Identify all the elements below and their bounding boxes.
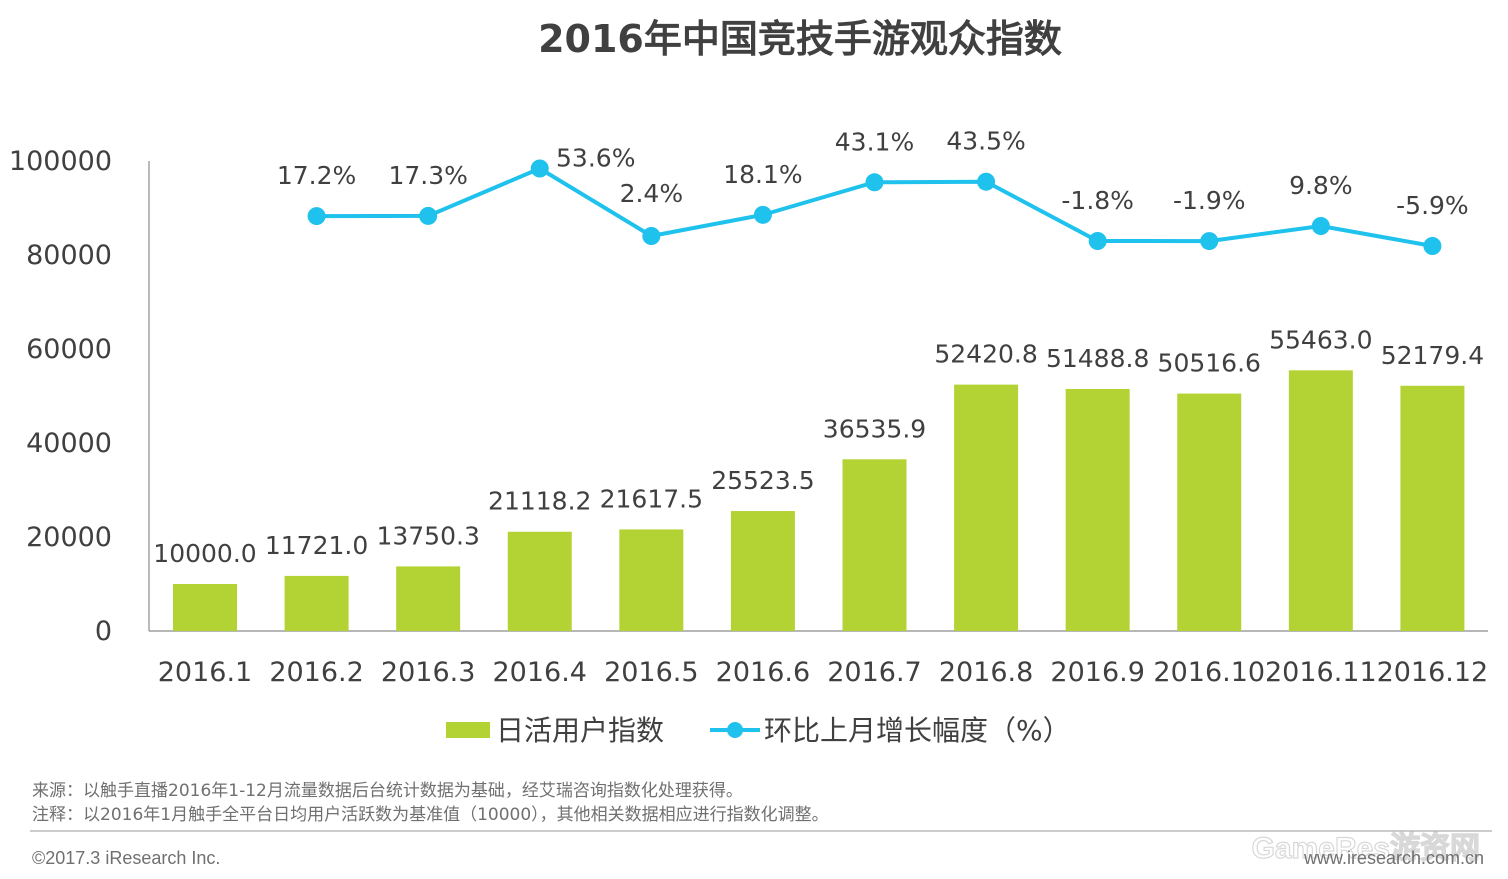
source-note: 来源：以触手直播2016年1-12月流量数据后台统计数据为基础，经艾瑞咨询指数化… — [32, 781, 743, 801]
bar — [1065, 389, 1130, 631]
bar — [1400, 385, 1465, 631]
x-axis: 2016.1 2016.2 2016.3 2016.4 2016.5 2016.6 2016… — [149, 630, 1489, 688]
growth-value-label: -1.8% — [1061, 186, 1134, 215]
bar — [619, 529, 684, 631]
copyright: ©2017.3 iResearch Inc. — [32, 848, 220, 868]
x-tick-label: 2016.12 — [1377, 657, 1489, 688]
growth-value-label: 9.8% — [1289, 171, 1353, 200]
growth-value-label: 17.2% — [277, 161, 356, 190]
x-tick-label: 2016.5 — [604, 657, 698, 688]
growth-point — [1088, 232, 1107, 250]
bar-series — [173, 370, 1465, 631]
x-tick-label: 2016.11 — [1265, 657, 1377, 688]
y-tick-label: 40000 — [26, 428, 112, 459]
line-series — [307, 159, 1442, 255]
footnote: 注释：以2016年1月触手全平台日均用户活跃数为基准值（10000），其他相关数… — [32, 805, 829, 825]
bar-value-label: 52420.8 — [934, 340, 1037, 369]
y-tick-label: 80000 — [26, 240, 112, 271]
bar — [396, 566, 461, 631]
bar-value-label: 25523.5 — [711, 466, 814, 495]
bar-value-label: 50516.6 — [1158, 349, 1261, 378]
bar — [1177, 393, 1242, 631]
growth-point — [419, 206, 438, 225]
y-tick-label: 100000 — [9, 146, 112, 177]
bar-value-label: 55463.0 — [1269, 325, 1372, 354]
growth-value-label: 43.5% — [946, 127, 1025, 156]
growth-point — [1423, 237, 1442, 255]
x-tick-label: 2016.1 — [158, 657, 252, 688]
bar-value-label: 13750.3 — [376, 521, 479, 550]
bar — [507, 531, 572, 631]
growth-point — [530, 159, 549, 178]
y-tick-label: 60000 — [26, 334, 112, 365]
growth-value-label: 53.6% — [556, 144, 635, 173]
bar-value-label: 36535.9 — [823, 414, 926, 443]
growth-point — [642, 227, 661, 245]
x-tick-label: 2016.3 — [381, 657, 475, 688]
bar-value-label: 11721.0 — [265, 531, 368, 560]
growth-point — [1200, 232, 1219, 251]
growth-value-label: 2.4% — [620, 179, 684, 208]
x-tick-label: 2016.8 — [939, 657, 1033, 688]
chart-title: 2016年中国竞技手游观众指数 — [538, 17, 1062, 61]
growth-point — [865, 173, 884, 192]
watermark: GameRes游资网 — [1252, 832, 1480, 865]
bar — [954, 384, 1019, 631]
x-tick-label: 2016.6 — [716, 657, 810, 688]
growth-value-label: 43.1% — [835, 127, 914, 156]
legend-bar-swatch — [446, 722, 490, 738]
y-tick-label: 20000 — [26, 522, 112, 553]
bar-value-label: 10000.0 — [153, 539, 256, 568]
bar-value-label: 52179.4 — [1381, 341, 1484, 370]
bar — [842, 459, 907, 631]
growth-value-label: 18.1% — [723, 160, 802, 189]
y-tick-label: 0 — [95, 616, 112, 647]
bar-value-label: 51488.8 — [1046, 344, 1149, 373]
legend-bar-label: 日活用户指数 — [496, 714, 664, 747]
bar — [284, 575, 349, 631]
x-tick-label: 2016.10 — [1153, 657, 1265, 688]
bar — [173, 584, 237, 631]
growth-point — [1311, 217, 1330, 235]
legend-line-marker — [727, 722, 743, 738]
growth-value-label: -5.9% — [1396, 191, 1469, 220]
growth-value-label: -1.9% — [1173, 186, 1246, 215]
legend-line-label: 环比上月增长幅度（%） — [764, 714, 1071, 747]
growth-point — [753, 205, 772, 224]
bar-value-label: 21617.5 — [600, 484, 703, 513]
x-tick-label: 2016.7 — [827, 657, 921, 688]
growth-value-label: 17.3% — [388, 161, 467, 190]
website-link[interactable]: www.iresearch.com.cn — [1303, 848, 1484, 868]
bar-value-label: 21118.2 — [488, 487, 591, 516]
x-tick-label: 2016.4 — [493, 657, 587, 688]
bar-data-labels: 10000.0 11721.0 13750.3 21118.2 21617.5 25523… — [153, 325, 1484, 568]
bar — [730, 511, 795, 631]
x-tick-label: 2016.9 — [1050, 657, 1144, 688]
y-axis: 0 20000 40000 60000 80000 100000 — [9, 146, 150, 647]
growth-point — [307, 207, 326, 226]
growth-point — [977, 172, 996, 191]
x-tick-label: 2016.2 — [269, 657, 363, 688]
line-data-labels: 17.2% 17.3% 53.6% 2.4% 18.1% 43.1% 43.5% -1.8% -… — [277, 127, 1469, 220]
bar — [1288, 370, 1353, 631]
legend: 日活用户指数 环比上月增长幅度（%） — [446, 714, 1071, 747]
